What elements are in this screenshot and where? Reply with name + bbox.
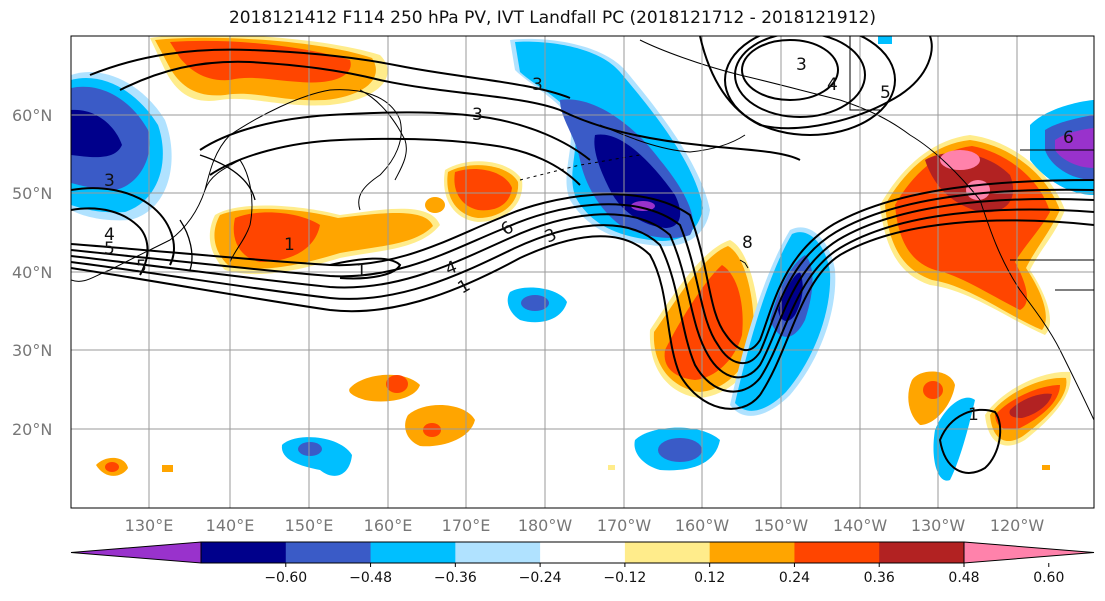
contour-label: 5	[136, 257, 147, 277]
colorbar-tick-label: 0.36	[864, 570, 895, 586]
lon-label: 120°W	[990, 516, 1045, 535]
contour-label: 8	[742, 233, 753, 253]
colorbar-segment	[370, 542, 456, 563]
anomaly-positive	[1009, 393, 1052, 418]
colorbar-segment	[455, 542, 541, 563]
anomaly-negative	[878, 36, 892, 44]
colorbar-tick-label: −0.12	[603, 570, 646, 586]
anomaly-positive	[162, 465, 173, 472]
contour-label: 3	[104, 171, 115, 191]
contour-label: 1	[968, 405, 979, 425]
anomaly-positive	[454, 168, 512, 211]
lon-label: 150°E	[285, 516, 334, 535]
anomaly-negative	[594, 134, 681, 228]
colorbar-tick-label: 0.12	[694, 570, 725, 586]
lon-label: 130°E	[125, 516, 174, 535]
map-title: 2018121412 F114 250 hPa PV, IVT Landfall…	[228, 8, 876, 28]
pv-contours-thin	[179, 154, 256, 271]
colorbar-tick-label: 0.60	[1033, 570, 1064, 586]
anomaly-positive	[425, 197, 445, 213]
contour-label: 3	[796, 55, 807, 75]
colorbar-tick-label: −0.36	[434, 570, 477, 586]
colorbar-segment	[709, 542, 795, 563]
lat-label: 40°N	[12, 263, 52, 282]
lon-label: 140°E	[206, 516, 255, 535]
anomaly-positive	[608, 465, 615, 470]
contour-label: 1	[356, 261, 367, 281]
anomaly-positive	[233, 212, 320, 262]
contour-label: 5	[880, 83, 891, 103]
lon-label: 170°W	[597, 516, 652, 535]
pv-contours	[71, 36, 1094, 474]
colorbar-frame	[200, 541, 965, 564]
contour-label: 5	[104, 239, 115, 259]
contour-label: 3	[532, 75, 543, 95]
anomaly-negative	[658, 438, 702, 462]
lon-label: 180°W	[518, 516, 573, 535]
lon-label: 130°W	[911, 516, 966, 535]
contour-label: 4	[104, 225, 115, 245]
gridlines	[71, 36, 1094, 508]
colorbar-segment	[624, 542, 711, 563]
latitude-labels: 20°N 30°N 40°N 50°N 60°N	[12, 106, 52, 439]
lon-label: 170°E	[442, 516, 491, 535]
colorbar-tick-label: 0.24	[779, 570, 810, 586]
colorbar-segment	[879, 542, 965, 563]
colorbar: −0.60 −0.48 −0.36 −0.24 −0.12 0.12 0.24 0.36 0.4…	[70, 541, 1095, 586]
lat-label: 60°N	[12, 106, 52, 125]
contour-label: 1	[284, 235, 295, 255]
contour-label: 4	[827, 75, 838, 95]
plot-frame	[70, 35, 1095, 509]
contour-label: 6	[1063, 128, 1074, 148]
anomaly-positive	[423, 423, 441, 437]
lon-label: 140°W	[833, 516, 888, 535]
anomaly-positive	[940, 150, 980, 170]
anomaly-positive	[1042, 465, 1050, 470]
lat-label: 50°N	[12, 184, 52, 203]
colorbar-extend-high	[963, 541, 1095, 564]
colorbar-tick-label: −0.48	[349, 570, 392, 586]
lon-label: 160°W	[675, 516, 730, 535]
lat-label: 30°N	[12, 341, 52, 360]
colorbar-tick-label: −0.60	[264, 570, 307, 586]
lon-label: 150°W	[754, 516, 809, 535]
anomaly-negative	[933, 397, 975, 481]
anomaly-negative	[298, 442, 322, 456]
anomaly-positive	[925, 152, 1014, 213]
anomaly-positive	[386, 375, 408, 393]
colorbar-tick-label: 0.48	[948, 570, 979, 586]
anomaly-negative	[1055, 128, 1094, 168]
anomaly-positive	[923, 381, 943, 399]
anomaly-positive	[405, 404, 475, 447]
colorbar-tick-label: −0.24	[519, 570, 562, 586]
anomaly-negative	[521, 295, 549, 311]
longitude-labels: 130°E 140°E 150°E 160°E 170°E 180°W 170°…	[125, 516, 1045, 535]
lon-label: 160°E	[364, 516, 413, 535]
anomaly-negative	[71, 109, 122, 158]
colorbar-segment	[794, 542, 880, 563]
colorbar-segment	[540, 542, 626, 563]
colorbar-extend-low	[70, 541, 202, 564]
pv-anomaly-fills	[71, 36, 1094, 481]
colorbar-segment	[201, 542, 287, 563]
anomaly-positive	[105, 462, 119, 472]
lat-label: 20°N	[12, 420, 52, 439]
contour-label: 3	[472, 105, 483, 125]
colorbar-segment	[285, 542, 372, 563]
